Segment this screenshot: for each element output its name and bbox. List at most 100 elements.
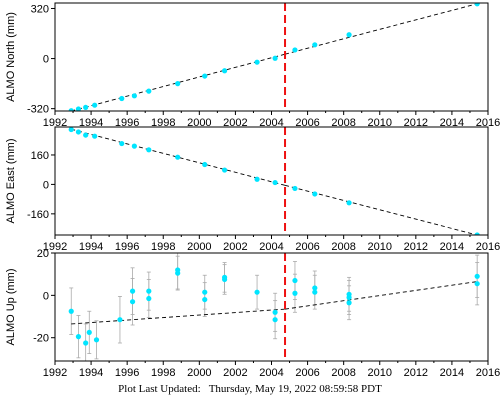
x-tick-label: 2010 [368,241,392,253]
data-point [75,334,82,340]
data-point [312,42,318,48]
y-tick-label: 0 [43,179,49,191]
x-tick-label: 1994 [79,117,103,129]
data-point [254,289,260,295]
x-tick-label: 2016 [476,367,500,379]
data-point [254,59,260,65]
data-point [474,273,480,279]
plot-area [68,253,480,361]
fit-line-segment [284,3,478,55]
data-point [93,337,100,343]
fit-line-segment [71,308,286,325]
x-tick-label: 1998 [151,367,175,379]
y-axis-label: ALMO North (mm) [5,12,17,102]
data-point [117,317,123,323]
x-tick-label: 2014 [440,241,464,253]
panel-2: 1992 1994 1996 1998 2000 2002 2004 2006 2008 2010… [5,126,500,253]
x-tick-label: 2008 [331,241,355,253]
plot-updated-footer: Plot Last Updated: Thursday, May 19, 202… [0,383,500,395]
x-tick-label: 1998 [151,117,175,129]
x-tick-label: 1996 [115,241,139,253]
x-tick-label: 2012 [404,117,428,129]
data-point [119,95,125,102]
data-point [68,108,74,111]
data-point [202,73,208,79]
data-point [221,276,228,283]
x-tick-label: 2016 [476,241,500,253]
data-point [129,288,136,294]
x-tick-label: 2016 [476,117,500,129]
x-tick-label: 2004 [259,367,283,379]
x-tick-label: 2002 [223,367,247,379]
x-tick-label: 1998 [151,241,175,253]
x-tick-label: 2004 [259,241,283,253]
data-point [146,295,152,302]
data-point [68,127,74,133]
fit-line-segment [284,281,478,310]
plot-area [68,127,480,235]
data-point [146,88,152,94]
data-point [119,140,125,147]
x-tick-label: 2000 [187,241,211,253]
data-point [346,200,352,206]
fit-line-segment [284,184,478,235]
fit-line-segment [71,128,286,186]
data-point [83,104,89,110]
fit-line-segment [71,53,286,111]
footer-label: Plot Last Updated: [118,383,201,395]
y-tick-label: -320 [27,104,49,116]
data-point [86,329,92,336]
y-tick-label: 0 [43,54,49,66]
data-point [131,93,137,99]
data-point [129,299,136,305]
y-tick-label: 20 [37,248,49,260]
x-tick-label: 1992 [43,241,67,253]
data-point [202,296,208,303]
data-point [292,185,298,192]
plot-area [68,3,480,111]
x-tick-label: 2004 [259,117,283,129]
data-point [272,179,278,186]
x-tick-label: 1996 [115,117,139,129]
panel-3: 1992 1994 1996 1998 2000 2002 2004 2006 2008 2010… [5,248,500,379]
data-point [175,154,181,160]
data-point [175,81,181,87]
x-tick-label: 2006 [295,117,319,129]
x-tick-label: 1992 [43,367,67,379]
x-tick-label: 1994 [79,367,103,379]
data-point [221,167,228,173]
x-tick-label: 1996 [115,367,139,379]
x-tick-label: 2000 [187,117,211,129]
data-point [221,68,228,74]
data-point [92,102,98,108]
data-point [312,285,318,291]
x-tick-label: 2000 [187,367,211,379]
data-point [83,340,89,346]
data-point [75,129,82,135]
x-tick-label: 2014 [440,117,464,129]
data-point [83,132,89,138]
data-point [272,55,278,61]
x-tick-label: 2008 [331,117,355,129]
x-tick-label: 2010 [368,367,392,379]
y-axis-label: ALMO Up (mm) [5,269,17,346]
y-axis-label: ALMO East (mm) [5,139,17,224]
data-point [202,161,208,168]
x-tick-label: 2012 [404,241,428,253]
x-tick-label: 2008 [331,367,355,379]
data-point [346,294,352,301]
data-point [474,281,480,287]
data-point [312,289,318,295]
panel-frame [54,2,489,112]
data-point [175,270,181,276]
x-tick-label: 2002 [223,241,247,253]
data-point [292,290,298,296]
data-point [131,143,137,149]
x-tick-label: 2014 [440,367,464,379]
data-point [146,147,152,153]
footer-date: Thursday, May 19, 2022 08:59:58 PDT [208,383,382,395]
data-point [202,289,208,295]
panel-1: 1992 1994 1996 1998 2000 2002 2004 2006 2008 2010… [5,2,500,129]
x-tick-label: 2012 [404,367,428,379]
